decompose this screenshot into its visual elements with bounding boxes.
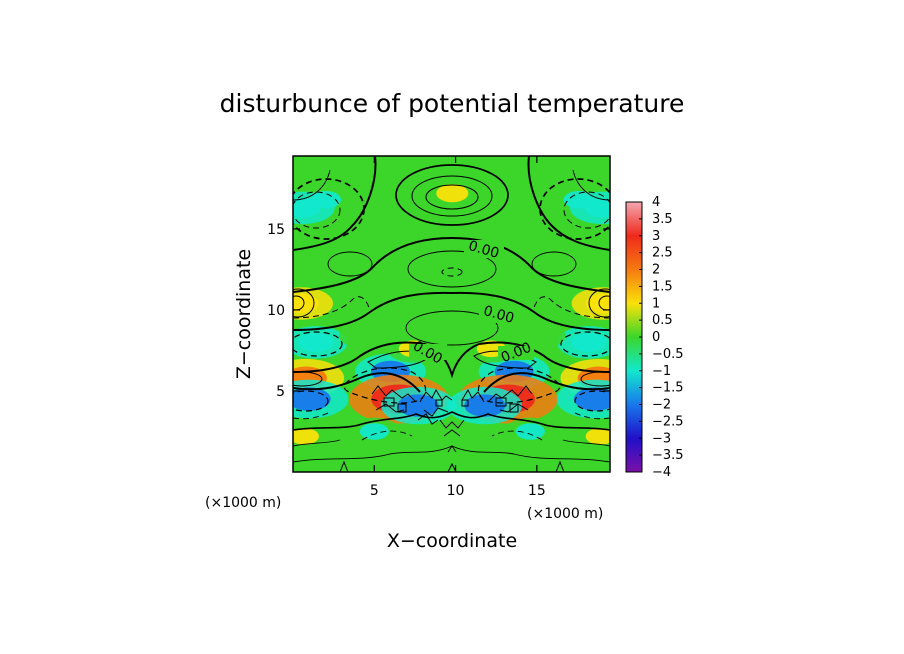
field-feature-core (464, 394, 506, 417)
field-feature-core (293, 198, 321, 218)
field-feature-core (435, 263, 463, 279)
y-tick-label: 5 (276, 384, 285, 400)
zero-contour-low (293, 372, 421, 393)
field-feature-core (298, 332, 334, 353)
x-tick-label: 15 (528, 483, 546, 499)
x-axis-unit-right: (×1000 m) (527, 506, 603, 522)
y-tick-label: 10 (267, 303, 285, 319)
pos-contour-side-top (293, 169, 610, 201)
field-feature-core (349, 328, 377, 344)
field-features (293, 178, 610, 453)
noise-boxes (383, 397, 519, 413)
colorbar-tick-label: 1 (652, 296, 660, 311)
field-feature-core (571, 332, 607, 353)
neg-contour-eye-r (477, 367, 561, 404)
field-feature-core (515, 423, 545, 440)
pos-contour-mid-left (327, 251, 373, 277)
pos-contour-side-r1 (588, 288, 610, 318)
chart-title: disturbunce of potential temperature (220, 89, 685, 118)
field-feature-core (436, 184, 469, 203)
neg-contour-tr-2 (563, 191, 610, 229)
zero-contour-top (293, 156, 377, 251)
neg-contour-tl-2 (293, 191, 341, 229)
colorbar-tick-label: −3.5 (652, 448, 684, 463)
axes: 5 10 15 5 10 15 (267, 156, 610, 499)
x-tick-label: 5 (370, 483, 379, 499)
neg-contour-wings (293, 296, 610, 319)
plot-area: 0.00 0.00 0.00 0.00 (292, 155, 611, 473)
floor-ripples (339, 460, 565, 472)
colorbar-tick-label: −2 (652, 398, 671, 413)
colorbar-tick-label: 1.5 (652, 279, 673, 294)
pos-contour-bottom (293, 439, 610, 447)
contour-lines (293, 156, 610, 472)
field-feature-core (293, 293, 319, 314)
y-tick-label: 15 (267, 222, 285, 238)
pos-contour-top-1 (395, 164, 509, 226)
pos-contour-center-1 (407, 250, 497, 288)
zero-contour-top-right (527, 156, 610, 251)
x-axis-label: X−coordinate (387, 530, 517, 552)
neg-contour-center (441, 267, 463, 277)
pos-contour-band-r (580, 371, 610, 387)
colorbar-tick-label: 0 (652, 330, 660, 345)
colorbar-tick-label: −1.5 (652, 381, 684, 396)
colorbar-tick-label: 3 (652, 229, 660, 244)
x-tick-label: 10 (447, 483, 465, 499)
pos-contour-top-3 (425, 184, 479, 210)
colorbar-tick-label: −0.5 (652, 347, 684, 362)
field-feature-core (439, 432, 466, 448)
colorbar-tick-label: −2.5 (652, 414, 684, 429)
colorbar-tick-label: 4 (652, 195, 660, 210)
field-feature-core (585, 428, 610, 445)
x-axis-unit-left: (×1000 m) (205, 495, 281, 511)
colorbar-tick-label: 3.5 (652, 212, 673, 227)
field-feature-core (359, 423, 389, 440)
neg-contour-side-r (560, 331, 610, 357)
field-feature-core (397, 394, 439, 417)
zero-contour-arch-1 (293, 236, 610, 293)
neg-contour-tr-1 (539, 178, 610, 240)
pos-contour-side-l1 (293, 288, 315, 318)
y-axis-label: Z−coordinate (233, 249, 255, 379)
colorbar-tick-label: −1 (652, 364, 671, 379)
colorbar-tick-label: 2.5 (652, 246, 673, 261)
colorbar-tick-label: −3 (652, 431, 671, 446)
zero-contour-arch-2 (293, 291, 610, 331)
zero-contour-arch-3 (293, 341, 610, 379)
field-feature-core (585, 293, 610, 314)
neg-contour-low-r (574, 390, 610, 412)
zero-contour-low-right (483, 372, 610, 393)
colorbar-tick-label: 2 (652, 263, 660, 278)
pos-contour-band-l (293, 371, 323, 387)
colorbar-ticks: 4 3.5 3 2.5 21.5 1 0.5 0 −0.5 −1 −1.5 −2−2.5 −3 −3.5 −… (639, 195, 684, 480)
plot-frame (292, 155, 611, 473)
pos-contour-center-2 (405, 310, 499, 346)
pos-contour-mid-right (531, 251, 577, 277)
neg-contour-side-l (293, 331, 343, 357)
colorbar-tick-label: −4 (652, 465, 671, 480)
field-feature-core (293, 428, 319, 445)
neg-contour-eye-l (343, 367, 427, 404)
zero-contour-ground (293, 411, 610, 431)
noise-contours (371, 385, 533, 453)
pos-contour-top-2 (411, 175, 493, 217)
colorbar: 4 3.5 3 2.5 21.5 1 0.5 0 −0.5 −1 −1.5 −2−2.5 −3 −3.5 −… (625, 195, 684, 480)
neg-contour-low-l (293, 390, 329, 412)
field-feature-core (438, 318, 467, 335)
colorbar-tick-label: 0.5 (652, 313, 673, 328)
neg-contour-tl-1 (293, 178, 365, 240)
field-feature-core (584, 198, 610, 218)
field-feature-core (528, 328, 555, 344)
